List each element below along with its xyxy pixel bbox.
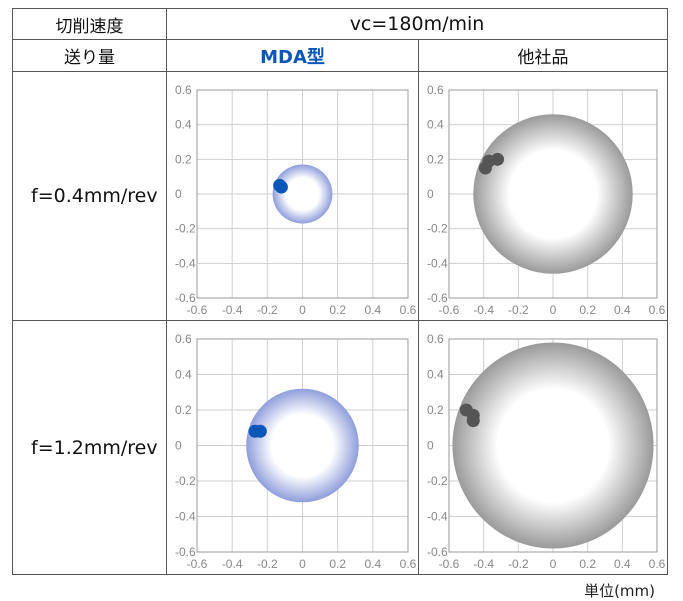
y-tick-label: 0 [427,187,434,201]
deviation-circle [473,114,633,274]
x-tick-label: 0 [550,557,557,571]
y-tick-label: 0.6 [175,83,192,97]
y-tick-label: 0.6 [175,332,192,346]
table-divider-col2 [418,39,419,575]
x-tick-label: -0.2 [508,557,529,571]
feed-row-1-label: f=0.4mm/rev [31,185,158,207]
x-tick-label: -0.6 [439,303,460,317]
y-tick-label: -0.2 [427,474,448,488]
data-point [478,161,492,175]
table-border-left [12,8,13,575]
table-border-right [667,8,668,575]
y-tick-label: -0.2 [175,222,196,236]
y-tick-label: -0.2 [175,474,196,488]
y-tick-label: -0.4 [427,510,448,524]
y-tick-label: -0.6 [175,291,196,305]
x-tick-label: 0.2 [329,557,346,571]
x-tick-label: 0.6 [400,557,417,571]
y-tick-label: -0.6 [175,545,196,559]
x-tick-label: 0.6 [649,557,666,571]
x-tick-label: 0.2 [329,303,346,317]
table-border-bottom [12,574,668,575]
plot-frame [448,338,658,553]
feed-label: 送り量 [64,48,115,68]
y-tick-label: 0.4 [175,118,192,132]
cutting-speed-label: 切削速度 [55,16,124,37]
table-divider-3 [12,320,668,321]
y-tick-label: 0.6 [427,332,444,346]
plot-frame [196,89,409,299]
x-tick-label: -0.2 [257,303,278,317]
table-divider-col1 [166,8,167,575]
y-tick-label: 0.2 [427,403,444,417]
x-tick-label: -0.4 [222,557,243,571]
table-divider-2 [12,71,668,72]
plot-mda-feed-0.4: 0.6 0.4 0.2 0 -0.2 -0.4 -0.6-0.6 -0.4 -0.2 0 0.2 0.… [175,83,417,317]
x-tick-label: -0.6 [187,303,208,317]
y-tick-label: -0.2 [427,222,448,236]
y-tick-label: 0.2 [427,152,444,166]
x-tick-label: 0.4 [614,303,631,317]
x-tick-label: 0.6 [400,303,417,317]
x-tick-label: -0.6 [187,557,208,571]
y-tick-label: -0.4 [175,510,196,524]
plot-other-feed-0.4: 0.6 0.4 0.2 0 -0.2 -0.4 -0.6-0.6 -0.4 -0.2 0 0.2 0.… [427,83,666,317]
x-tick-label: -0.4 [222,303,243,317]
x-tick-label: -0.6 [439,557,460,571]
y-tick-label: 0.2 [175,403,192,417]
x-tick-label: 0.4 [614,557,631,571]
unit-note: 単位(mm) [584,582,655,600]
y-tick-label: 0.6 [427,83,444,97]
y-tick-label: 0.2 [175,152,192,166]
plot-other-feed-1.2: 0.6 0.4 0.2 0 -0.2 -0.4 -0.6-0.6 -0.4 -0.2 0 0.2 0.… [427,332,666,571]
x-tick-label: -0.2 [508,303,529,317]
table-border-top [12,8,668,9]
table-divider-1 [12,39,668,40]
x-tick-label: 0 [299,557,306,571]
y-tick-label: 0 [175,439,182,453]
x-tick-label: 0.4 [364,557,381,571]
x-tick-label: 0 [550,303,557,317]
data-point [274,180,288,194]
x-tick-label: 0.6 [649,303,666,317]
plot-frame [448,89,658,299]
plot-mda-feed-1.2: 0.6 0.4 0.2 0 -0.2 -0.4 -0.6-0.6 -0.4 -0.2 0 0.2 0.… [175,332,417,571]
y-tick-label: 0.4 [175,368,192,382]
column-header-mda: MDA型 [260,46,325,68]
x-tick-label: 0.2 [579,557,596,571]
x-tick-label: 0.2 [579,303,596,317]
deviation-circle [246,388,359,503]
y-tick-label: -0.4 [427,256,448,270]
x-tick-label: -0.2 [257,557,278,571]
x-tick-label: -0.4 [473,557,494,571]
column-header-other: 他社品 [517,48,569,68]
feed-row-2-label: f=1.2mm/rev [31,436,158,459]
data-point [253,424,267,438]
y-tick-label: -0.4 [175,256,196,270]
data-point [466,414,480,428]
y-tick-label: 0.4 [427,118,444,132]
x-tick-label: -0.4 [473,303,494,317]
y-tick-label: 0 [427,439,434,453]
x-tick-label: 0 [299,303,306,317]
y-tick-label: -0.6 [427,291,448,305]
plot-frame [196,338,409,553]
y-tick-label: 0 [175,187,182,201]
cutting-speed-value: vc=180m/min [349,13,485,35]
deviation-circle [452,342,654,549]
y-tick-label: 0.4 [427,368,444,382]
y-tick-label: -0.6 [427,545,448,559]
deviation-circle [272,164,333,224]
x-tick-label: 0.4 [364,303,381,317]
